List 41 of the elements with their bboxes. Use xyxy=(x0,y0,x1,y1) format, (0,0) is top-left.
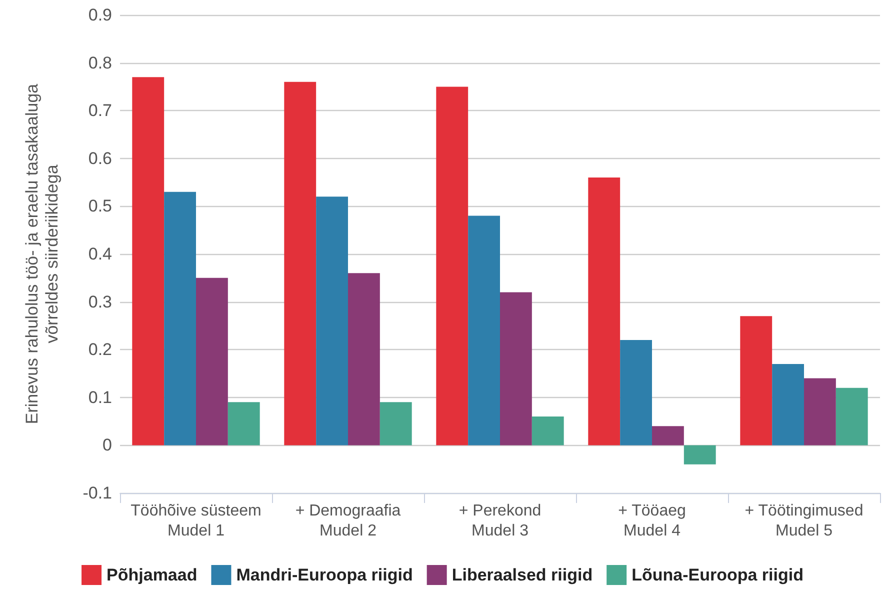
y-tick-label: 0.6 xyxy=(88,148,112,168)
y-tick-label: 0.8 xyxy=(88,53,112,72)
x-tick-label: Tööhõive süsteem Mudel 1 xyxy=(130,502,262,540)
bar xyxy=(284,82,316,446)
x-tick-label: + Tööaeg Mudel 4 xyxy=(618,502,686,540)
bar xyxy=(836,388,868,446)
bar xyxy=(532,416,564,446)
bar xyxy=(684,445,716,464)
bar xyxy=(500,292,532,446)
y-tick-label: 0.3 xyxy=(88,292,112,312)
bar xyxy=(380,402,412,446)
bar xyxy=(228,402,260,446)
y-axis-title: Erinevus rahulolus töö- ja eraelu tasakaaluga võrreldes siirderiikidega xyxy=(22,83,62,424)
bar xyxy=(196,278,228,446)
bar xyxy=(348,273,380,446)
y-tick-label: 0.5 xyxy=(88,196,112,216)
bar xyxy=(652,426,684,446)
x-tick-label: + Demograafia Mudel 2 xyxy=(295,502,401,540)
legend-label: Põhjamaad xyxy=(106,566,198,584)
y-tick-label: 0 xyxy=(102,436,112,455)
bar xyxy=(468,216,500,446)
bar xyxy=(164,192,196,446)
bar xyxy=(620,340,652,446)
y-tick-label: 0.1 xyxy=(88,388,112,407)
bar xyxy=(316,196,348,446)
y-tick-label: -0.1 xyxy=(82,484,112,502)
bar xyxy=(132,77,164,446)
y-tick-label: 0.2 xyxy=(88,340,112,360)
bar xyxy=(740,316,772,446)
bar xyxy=(588,178,620,446)
y-tick-label: 0.7 xyxy=(88,101,112,120)
legend-label: Liberaalsed riigid xyxy=(452,566,593,584)
x-tick-label: + Töötingimused Mudel 5 xyxy=(744,502,864,540)
legend-label: Mandri-Euroopa riigid xyxy=(236,566,413,584)
legend-label: Lõuna-Euroopa riigid xyxy=(632,566,804,584)
y-tick-label: 0.4 xyxy=(88,244,112,264)
bar xyxy=(772,364,804,446)
y-tick-label: 0.9 xyxy=(88,6,112,24)
x-tick-label: + Perekond Mudel 3 xyxy=(458,502,542,540)
bar xyxy=(804,378,836,446)
bar xyxy=(436,86,468,446)
